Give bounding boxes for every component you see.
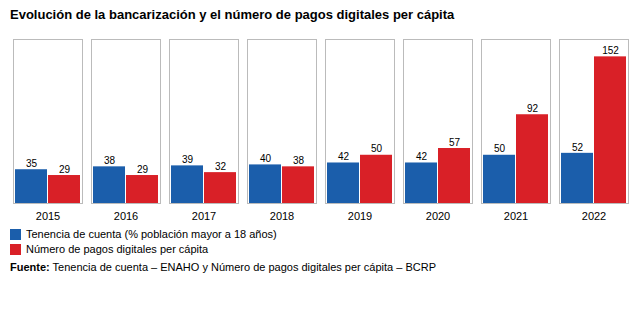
svg-text:2019: 2019: [348, 210, 372, 222]
svg-text:57: 57: [449, 137, 461, 148]
svg-text:38: 38: [293, 155, 305, 166]
svg-text:29: 29: [59, 164, 71, 175]
svg-text:2018: 2018: [270, 210, 294, 222]
svg-text:2016: 2016: [114, 210, 138, 222]
svg-text:2015: 2015: [36, 210, 60, 222]
html-text:Número de pagos digitales per: Número de pagos digitales per cápita: [26, 243, 209, 255]
svg-text:50: 50: [494, 143, 506, 154]
svg-text:50: 50: [371, 143, 383, 154]
svg-text:42: 42: [338, 151, 350, 162]
svg-text:39: 39: [182, 154, 194, 165]
svg-text:152: 152: [602, 45, 619, 56]
svg-text:42: 42: [416, 151, 428, 162]
svg-text:40: 40: [260, 153, 272, 164]
svg-text:92: 92: [527, 103, 539, 114]
svg-text:35: 35: [26, 158, 38, 169]
svg-text:38: 38: [104, 155, 116, 166]
svg-text:29: 29: [137, 164, 149, 175]
svg-text:2017: 2017: [192, 210, 216, 222]
html-text:Evolución de la bancarización: Evolución de la bancarización y el númer…: [10, 7, 455, 22]
svg-text:2022: 2022: [582, 210, 606, 222]
svg-text:2021: 2021: [504, 210, 528, 222]
svg-text:52: 52: [572, 142, 584, 153]
svg-text:32: 32: [215, 161, 227, 172]
html-text:Tenencia de cuenta (% població: Tenencia de cuenta (% población mayor a …: [26, 228, 277, 240]
html-text:Fuente: Tenencia de cuenta – E: Fuente: Tenencia de cuenta – ENAHO y Núm…: [10, 261, 436, 273]
svg-text:2020: 2020: [426, 210, 450, 222]
